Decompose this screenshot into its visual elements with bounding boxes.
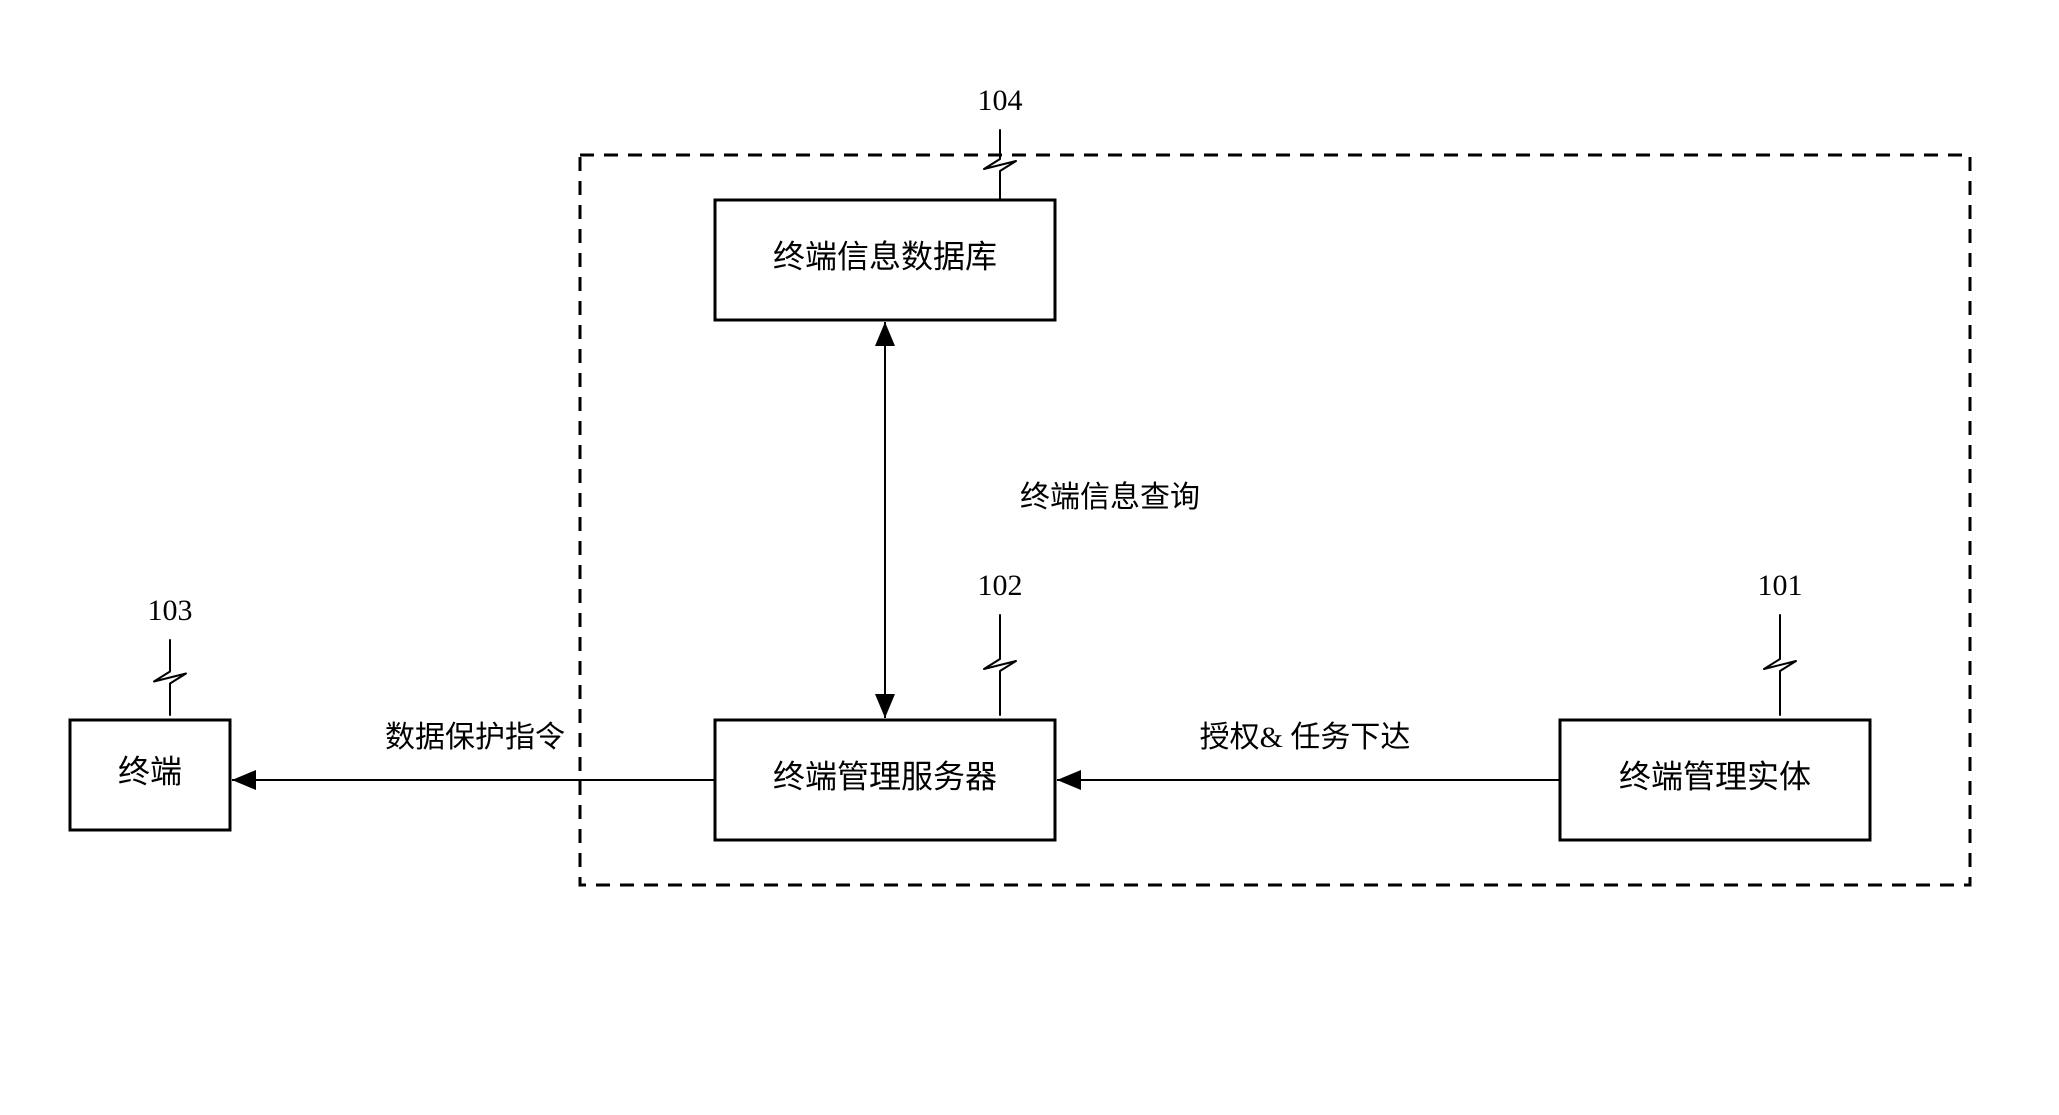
ref-connector — [154, 640, 186, 715]
ref-entity-number: 101 — [1758, 569, 1803, 602]
arrowhead — [875, 694, 895, 718]
arrowhead — [1057, 770, 1081, 790]
ref-connector — [984, 615, 1016, 715]
ref-connector — [984, 130, 1016, 200]
node-entity-label: 终端管理实体 — [1619, 758, 1811, 794]
node-db-label: 终端信息数据库 — [773, 238, 997, 274]
edge-entity_to_server-label: 授权& 任务下达 — [1200, 721, 1411, 754]
edge-server_db-label: 终端信息查询 — [1020, 481, 1200, 514]
ref-db-number: 104 — [978, 84, 1023, 117]
node-terminal-label: 终端 — [118, 753, 182, 789]
ref-server-number: 102 — [978, 569, 1023, 602]
arrowhead — [232, 770, 256, 790]
edge-server_to_terminal-label: 数据保护指令 — [385, 721, 565, 754]
ref-connector — [1764, 615, 1796, 715]
ref-terminal-number: 103 — [148, 594, 193, 627]
node-server-label: 终端管理服务器 — [773, 758, 997, 794]
architecture-diagram: 终端 终端信息数据库终端管理服务器 终端管理实体 数据保护指令 授权& 任务下达 终端信息… — [0, 0, 2059, 1115]
arrowhead — [875, 322, 895, 346]
